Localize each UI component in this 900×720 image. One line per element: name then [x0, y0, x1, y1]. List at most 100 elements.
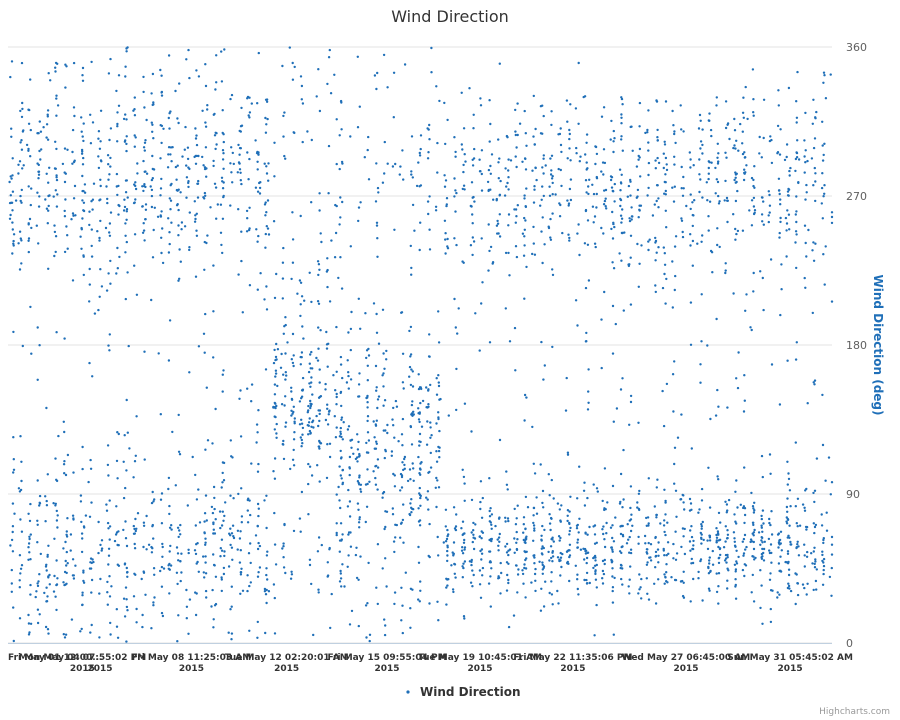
data-point[interactable]	[246, 589, 249, 593]
data-point[interactable]	[213, 182, 217, 185]
data-point[interactable]	[124, 139, 127, 142]
data-point[interactable]	[786, 510, 789, 513]
data-point[interactable]	[275, 432, 278, 435]
data-point[interactable]	[160, 492, 164, 495]
data-point[interactable]	[419, 496, 422, 500]
data-point[interactable]	[99, 198, 102, 201]
data-point[interactable]	[610, 186, 614, 189]
data-point[interactable]	[750, 224, 754, 227]
data-point[interactable]	[822, 572, 825, 576]
data-point[interactable]	[604, 188, 608, 192]
data-point[interactable]	[726, 123, 729, 127]
data-point[interactable]	[739, 122, 742, 126]
data-point[interactable]	[229, 608, 232, 611]
data-point[interactable]	[123, 205, 127, 209]
data-point[interactable]	[265, 588, 268, 592]
data-point[interactable]	[830, 221, 834, 225]
data-point[interactable]	[654, 167, 657, 170]
data-point[interactable]	[759, 543, 762, 546]
data-point[interactable]	[125, 398, 128, 402]
data-point[interactable]	[168, 526, 172, 529]
data-point[interactable]	[143, 170, 146, 173]
data-point[interactable]	[346, 565, 349, 568]
data-point[interactable]	[541, 524, 544, 528]
data-point[interactable]	[717, 545, 720, 549]
data-point[interactable]	[569, 526, 572, 530]
data-point[interactable]	[63, 250, 67, 254]
data-point[interactable]	[237, 492, 240, 496]
data-point[interactable]	[80, 228, 84, 231]
data-point[interactable]	[308, 362, 311, 365]
data-point[interactable]	[647, 186, 650, 190]
data-point[interactable]	[179, 260, 182, 263]
data-point[interactable]	[745, 293, 748, 296]
data-point[interactable]	[505, 483, 509, 486]
data-point[interactable]	[109, 57, 112, 61]
data-point[interactable]	[82, 189, 85, 193]
data-point[interactable]	[273, 428, 276, 431]
data-point[interactable]	[647, 240, 650, 243]
data-point[interactable]	[471, 253, 474, 257]
data-point[interactable]	[462, 127, 466, 130]
data-point[interactable]	[692, 164, 695, 167]
data-point[interactable]	[576, 232, 579, 235]
data-point[interactable]	[384, 429, 387, 432]
data-point[interactable]	[184, 125, 187, 129]
data-point[interactable]	[742, 116, 745, 120]
data-point[interactable]	[565, 550, 569, 553]
data-point[interactable]	[461, 520, 465, 523]
data-point[interactable]	[99, 140, 102, 143]
data-point[interactable]	[90, 623, 93, 627]
data-point[interactable]	[386, 162, 389, 165]
data-point[interactable]	[666, 541, 670, 544]
data-point[interactable]	[201, 155, 204, 159]
data-point[interactable]	[541, 501, 544, 505]
data-point[interactable]	[340, 456, 343, 459]
data-point[interactable]	[417, 387, 421, 391]
data-point[interactable]	[88, 283, 92, 286]
data-point[interactable]	[471, 236, 474, 239]
data-point[interactable]	[264, 631, 267, 635]
data-point[interactable]	[46, 109, 50, 112]
data-point[interactable]	[486, 180, 490, 184]
data-point[interactable]	[627, 184, 631, 188]
data-point[interactable]	[221, 180, 224, 183]
data-point[interactable]	[327, 144, 331, 148]
data-point[interactable]	[603, 467, 607, 470]
data-point[interactable]	[383, 527, 386, 531]
data-point[interactable]	[347, 554, 350, 557]
data-point[interactable]	[376, 237, 379, 240]
data-point[interactable]	[471, 164, 475, 167]
data-point[interactable]	[461, 552, 465, 555]
data-point[interactable]	[813, 531, 816, 535]
data-point[interactable]	[394, 399, 398, 403]
data-point[interactable]	[656, 139, 659, 142]
data-point[interactable]	[776, 124, 780, 128]
data-point[interactable]	[603, 199, 607, 203]
data-point[interactable]	[151, 103, 154, 107]
data-point[interactable]	[195, 69, 198, 72]
data-point[interactable]	[640, 244, 643, 247]
data-point[interactable]	[256, 575, 260, 578]
data-point[interactable]	[567, 233, 570, 236]
data-point[interactable]	[168, 592, 171, 595]
data-point[interactable]	[328, 548, 331, 551]
data-point[interactable]	[327, 413, 330, 416]
data-point[interactable]	[515, 146, 518, 149]
data-point[interactable]	[393, 474, 396, 477]
data-point[interactable]	[461, 533, 464, 537]
data-point[interactable]	[699, 147, 702, 150]
data-point[interactable]	[315, 95, 318, 98]
data-point[interactable]	[265, 165, 268, 168]
data-point[interactable]	[663, 488, 666, 491]
data-point[interactable]	[284, 352, 287, 355]
data-point[interactable]	[824, 479, 827, 482]
data-point[interactable]	[610, 558, 613, 562]
data-point[interactable]	[830, 594, 833, 597]
data-point[interactable]	[628, 423, 631, 426]
data-point[interactable]	[394, 162, 397, 166]
data-point[interactable]	[803, 139, 806, 142]
data-point[interactable]	[805, 255, 808, 258]
data-point[interactable]	[205, 596, 208, 599]
data-point[interactable]	[125, 566, 128, 570]
